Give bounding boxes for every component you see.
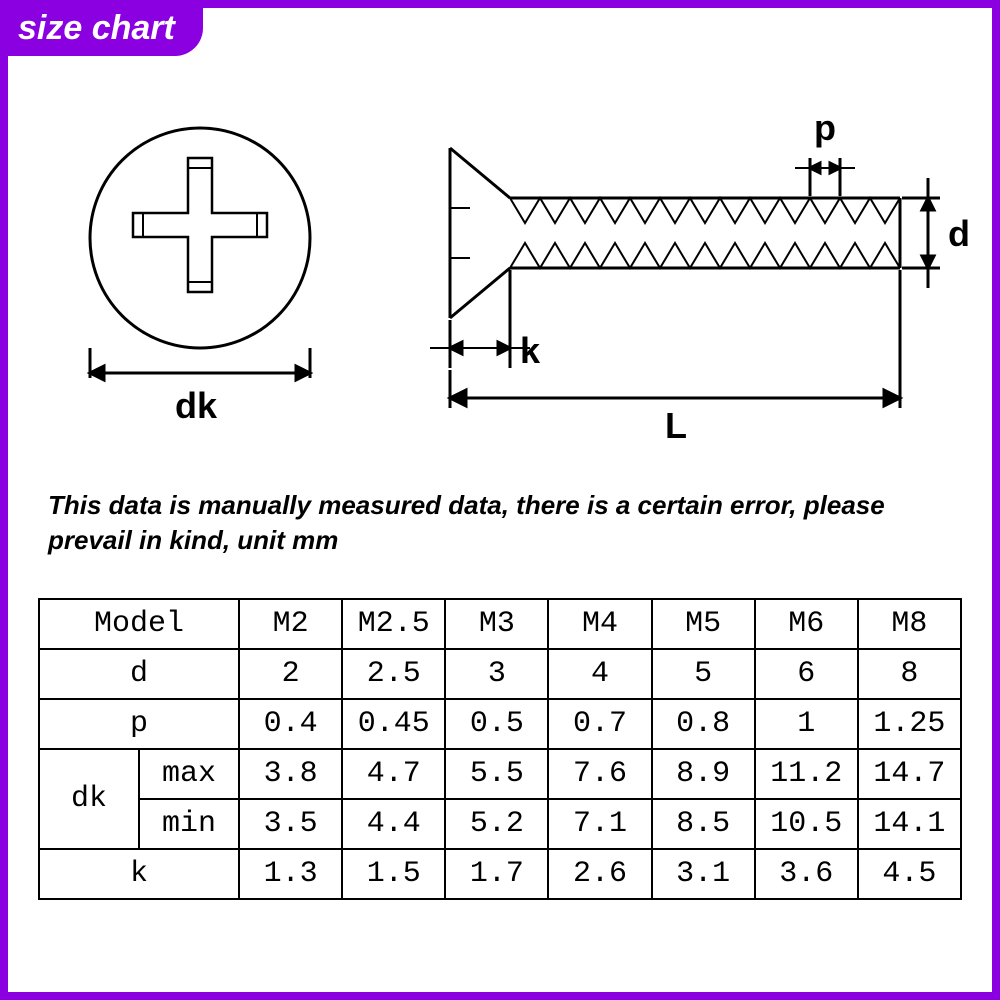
screw-side-view	[450, 148, 900, 318]
label-d: d	[948, 213, 970, 254]
th-col: M8	[858, 599, 961, 649]
size-table: ModelM2M2.5M3M4M5M6M8d22.534568p0.40.450…	[38, 598, 962, 900]
label-k: k	[520, 330, 541, 371]
cell: 0.5	[445, 699, 548, 749]
cell: 8.5	[652, 799, 755, 849]
cell: 6	[755, 649, 858, 699]
cell: 2.6	[548, 849, 651, 899]
cell: 8.9	[652, 749, 755, 799]
th-p: p	[39, 699, 239, 749]
cell: 10.5	[755, 799, 858, 849]
head-top-view	[90, 128, 310, 348]
th-col: M6	[755, 599, 858, 649]
cell: 5.2	[445, 799, 548, 849]
cell: 4.4	[342, 799, 445, 849]
th-col: M3	[445, 599, 548, 649]
frame: size chart	[0, 0, 1000, 1000]
cell: 1.7	[445, 849, 548, 899]
cell: 1.25	[858, 699, 961, 749]
size-table-wrap: ModelM2M2.5M3M4M5M6M8d22.534568p0.40.450…	[38, 598, 962, 900]
cell: 3	[445, 649, 548, 699]
label-p: p	[814, 107, 836, 148]
cell: 4.5	[858, 849, 961, 899]
cell: 2	[239, 649, 342, 699]
cell: 5	[652, 649, 755, 699]
cell: 7.6	[548, 749, 651, 799]
cell: 0.4	[239, 699, 342, 749]
th-col: M4	[548, 599, 651, 649]
cell: 1.5	[342, 849, 445, 899]
th-model: Model	[39, 599, 239, 649]
cell: 11.2	[755, 749, 858, 799]
cell: 0.7	[548, 699, 651, 749]
label-dk: dk	[175, 385, 218, 426]
cell: 14.1	[858, 799, 961, 849]
th-k: k	[39, 849, 239, 899]
p-dimension	[795, 158, 855, 196]
screw-diagram: dk k L d p	[8, 78, 992, 458]
cell: 1	[755, 699, 858, 749]
cell: 8	[858, 649, 961, 699]
th-dk-max: max	[139, 749, 239, 799]
d-dimension	[902, 178, 940, 288]
cell: 4	[548, 649, 651, 699]
th-col: M5	[652, 599, 755, 649]
th-d: d	[39, 649, 239, 699]
cell: 0.45	[342, 699, 445, 749]
cell: 14.7	[858, 749, 961, 799]
l-dimension	[450, 270, 900, 408]
label-L: L	[665, 405, 687, 446]
cell: 3.8	[239, 749, 342, 799]
th-dk-min: min	[139, 799, 239, 849]
cell: 3.6	[755, 849, 858, 899]
th-col: M2.5	[342, 599, 445, 649]
cell: 5.5	[445, 749, 548, 799]
title-text: size chart	[18, 9, 175, 48]
th-dk: dk	[39, 749, 139, 849]
cell: 3.1	[652, 849, 755, 899]
cell: 1.3	[239, 849, 342, 899]
dk-dimension	[90, 348, 310, 380]
cell: 4.7	[342, 749, 445, 799]
cell: 7.1	[548, 799, 651, 849]
diagram-area: dk k L d p	[8, 78, 992, 458]
cell: 0.8	[652, 699, 755, 749]
k-dimension	[430, 270, 530, 368]
title-tab: size chart	[0, 0, 203, 56]
cell: 2.5	[342, 649, 445, 699]
note-text: This data is manually measured data, the…	[48, 488, 952, 558]
cell: 3.5	[239, 799, 342, 849]
th-col: M2	[239, 599, 342, 649]
